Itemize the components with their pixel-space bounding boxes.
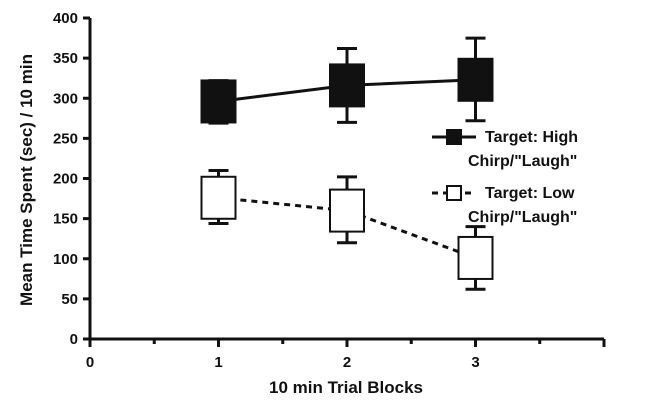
data-point-marker (457, 235, 494, 280)
legend-label-line: Target: Low (485, 185, 575, 202)
series-line (218, 196, 477, 260)
data-point-marker (329, 188, 365, 233)
legend-label-line: Chirp/"Laugh" (468, 209, 577, 226)
data-point-marker (200, 79, 237, 124)
ticks: 0 50 100 150 200 250 300 350 400 0 1 2 3 (53, 10, 606, 371)
legend-item-1: Target: High Chirp/"Laugh" (432, 129, 578, 170)
y-tick-label: 100 (53, 251, 78, 268)
legend-label-line: Chirp/"Laugh" (468, 153, 577, 170)
y-tick-label: 300 (53, 90, 78, 107)
series-2 (200, 168, 494, 291)
data-point-marker (457, 57, 494, 102)
y-tick-label: 350 (53, 50, 78, 67)
y-tick-label: 150 (53, 211, 78, 228)
data-point-marker (200, 175, 237, 220)
legend-item-2: Target: Low Chirp/"Laugh" (432, 185, 577, 226)
y-tick-label: 400 (53, 10, 78, 27)
x-tick-label: 3 (471, 354, 479, 371)
x-axis-title: 10 min Trial Blocks (269, 378, 423, 397)
x-tick-label: 2 (343, 354, 351, 371)
plot-area (200, 36, 494, 291)
y-tick-label: 250 (53, 130, 78, 147)
y-tick-label: 200 (53, 171, 78, 188)
legend-marker (446, 185, 462, 201)
x-tick-label: 0 (86, 354, 94, 371)
series-1 (200, 36, 494, 125)
y-axis-title: Mean Time Spent (sec) / 10 min (17, 54, 36, 306)
y-tick-label: 50 (61, 291, 78, 308)
data-point-marker (329, 63, 365, 108)
x-tick-label: 1 (214, 354, 222, 371)
y-tick-label: 0 (70, 331, 78, 348)
legend-label-line: Target: High (485, 129, 578, 146)
legend-marker (446, 129, 462, 145)
legend: Target: High Chirp/"Laugh" Target: Low Chir… (432, 129, 578, 226)
